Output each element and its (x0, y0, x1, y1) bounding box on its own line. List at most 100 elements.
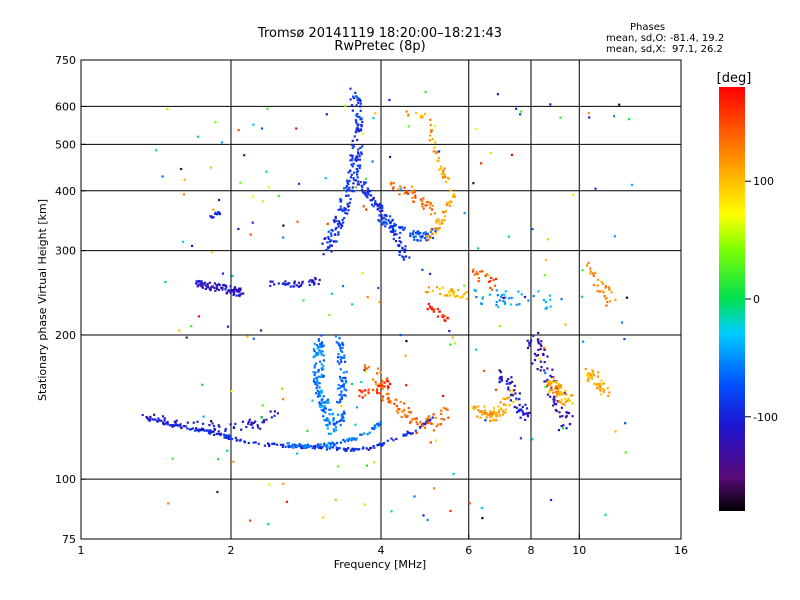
data-point (202, 283, 205, 286)
data-point (589, 267, 592, 270)
data-point (429, 202, 432, 205)
data-point (566, 411, 569, 415)
data-point (342, 371, 345, 374)
data-point (421, 202, 424, 205)
data-point (559, 415, 562, 418)
data-point (431, 308, 434, 311)
data-point (420, 116, 423, 119)
data-point (510, 392, 513, 395)
data-point (192, 421, 195, 424)
data-point (318, 346, 322, 349)
data-point (324, 407, 327, 410)
data-point (440, 409, 443, 412)
data-point (379, 385, 382, 388)
data-point (252, 337, 255, 340)
data-point (317, 368, 320, 372)
data-point (479, 270, 482, 273)
data-point (228, 435, 231, 438)
data-point (147, 418, 150, 421)
data-point (596, 290, 599, 293)
data-point (339, 347, 342, 350)
data-point (463, 212, 466, 215)
data-point (450, 288, 453, 291)
data-point (427, 200, 430, 204)
data-point (297, 285, 300, 288)
data-point (218, 425, 221, 428)
data-point (218, 198, 221, 202)
data-point (539, 369, 542, 372)
data-point (596, 284, 599, 287)
data-point (499, 371, 502, 374)
data-point (557, 400, 560, 403)
data-point (365, 195, 368, 198)
data-point (260, 127, 264, 130)
data-point (213, 286, 216, 290)
data-point (407, 114, 410, 117)
data-point (507, 235, 510, 238)
data-point (618, 103, 621, 106)
data-point (330, 228, 333, 232)
data-point (513, 389, 516, 392)
data-point (306, 445, 309, 448)
data-point (277, 282, 280, 285)
data-point (315, 376, 318, 379)
data-point (433, 487, 436, 490)
data-point (358, 98, 361, 101)
data-point (330, 239, 333, 242)
data-point (341, 412, 344, 416)
data-point (239, 181, 242, 184)
data-point (398, 240, 401, 243)
data-point (317, 345, 320, 348)
data-point (200, 427, 203, 430)
data-point (608, 391, 611, 394)
data-point (360, 125, 363, 128)
data-point (502, 403, 505, 406)
data-point (518, 303, 521, 306)
data-point (356, 99, 359, 102)
data-point (446, 316, 449, 319)
data-point (428, 206, 432, 209)
data-point (422, 197, 425, 200)
data-point (365, 447, 368, 450)
data-point (601, 290, 604, 293)
data-point (343, 394, 346, 397)
data-point (390, 510, 393, 513)
data-point (528, 344, 531, 347)
data-point (316, 381, 319, 384)
data-point (323, 405, 326, 408)
data-point (347, 204, 350, 208)
data-point (479, 416, 482, 419)
data-point (533, 352, 536, 355)
data-point (320, 353, 323, 356)
data-point (435, 220, 438, 223)
data-point (420, 114, 423, 117)
data-point (614, 298, 617, 301)
data-point (268, 444, 271, 448)
data-point (246, 335, 249, 338)
data-point (327, 246, 330, 249)
data-point (486, 414, 489, 417)
data-point (334, 335, 338, 338)
data-point (405, 384, 408, 387)
data-point (401, 226, 404, 229)
data-point (364, 366, 367, 369)
data-point (333, 240, 336, 243)
data-point (282, 224, 285, 227)
data-point (204, 287, 207, 290)
data-point (243, 154, 246, 157)
data-point (445, 294, 448, 297)
data-point (203, 429, 206, 432)
data-point (399, 231, 402, 234)
data-point (336, 356, 340, 359)
data-point (411, 196, 414, 199)
data-point (339, 226, 343, 230)
data-point (335, 441, 339, 445)
data-point (516, 411, 519, 414)
data-point (271, 442, 274, 445)
data-point (513, 405, 516, 408)
data-point (437, 218, 440, 221)
data-point (477, 405, 480, 408)
data-point (381, 379, 384, 382)
data-point (518, 397, 521, 401)
data-point (242, 292, 245, 295)
